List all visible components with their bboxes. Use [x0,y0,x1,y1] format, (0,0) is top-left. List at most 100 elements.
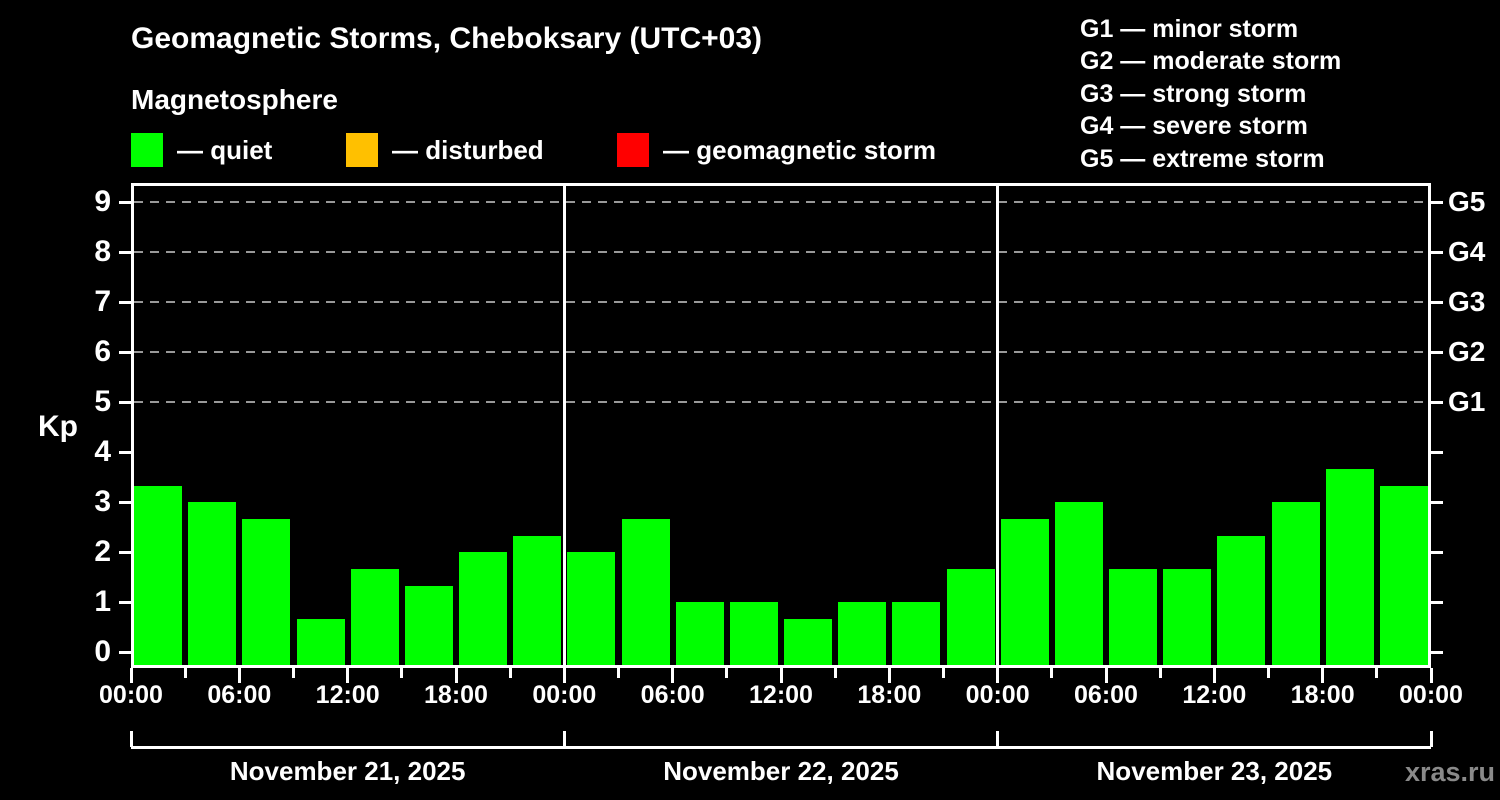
kp-bar [296,618,345,668]
y-tick-left [119,650,131,654]
kp-bar [1217,535,1266,668]
x-tick-6h [1429,668,1433,683]
y-tick-right [1431,600,1443,604]
subtitle-magnetosphere: Magnetosphere [131,84,338,115]
kp-color-legend: — quiet — disturbed — geomagnetic storm [0,0,1500,180]
storm-scale-line: G1 — minor storm [1080,15,1299,43]
legend-swatch-storm [617,133,649,167]
storm-scale-legend: G1 — minor storm G2 — moderate storm G3 — … [1080,13,1341,175]
kp-bar [1325,468,1374,668]
y-tick-right [1431,450,1443,454]
kp-bar [350,568,399,668]
kp-bar [1054,502,1103,668]
grid-line-g2 [134,351,1428,353]
time-label: 06:00 [1074,681,1138,709]
legend-label-storm: — geomagnetic storm [663,134,937,165]
kp-bar [784,618,833,668]
kp-bar [892,602,941,668]
y-tick-right [1431,300,1443,304]
x-tick-3h [942,668,945,678]
storm-scale-line: G5 — extreme storm [1080,144,1325,173]
x-tick-6h [129,668,133,683]
y-tick-label: 4 [94,435,111,468]
day-bracket-tick [129,731,133,747]
x-tick-6h [1104,668,1108,683]
kp-axis-label: Kp [38,410,78,443]
y-tick-left [119,400,131,404]
x-tick-6h [779,668,783,683]
y-tick-right [1431,350,1443,354]
legend-swatch-disturbed [346,133,378,167]
y-tick-left [119,500,131,504]
x-tick-6h [1321,668,1325,683]
time-label: 00:00 [532,681,597,709]
legend-item-disturbed: — disturbed [346,133,544,167]
y-tick-label: 8 [94,235,111,268]
kp-bar [513,535,562,668]
y-tick-left [119,600,131,604]
kp-bar [134,485,183,668]
grid-line-g4 [134,251,1428,253]
kp-bar [675,602,724,668]
time-label: 06:00 [640,681,705,709]
time-label: 12:00 [1182,681,1247,709]
y-tick-label: 9 [94,185,111,218]
x-tick-6h [237,668,241,683]
y-tick-left [119,350,131,354]
x-tick-3h [1267,668,1270,678]
y-tick-left [119,450,131,454]
day-separator [996,183,1000,668]
y-tick-right [1431,500,1443,504]
y-tick-label: 7 [94,285,111,318]
time-label: 12:00 [315,681,380,709]
right-axis-label-g2: G2 [1448,336,1486,367]
kp-bar [567,552,616,668]
x-tick-6h [346,668,350,683]
day-bracket-tick [1429,731,1433,747]
x-tick-3h [725,668,729,678]
y-tick-right [1431,250,1443,254]
date-label: November 21, 2025 [229,756,466,786]
x-tick-6h [1212,668,1216,683]
x-tick-6h [562,668,566,683]
x-tick-3h [292,668,295,678]
y-tick-label: 3 [94,485,111,518]
right-axis-label-g5: G5 [1448,186,1486,217]
x-tick-3h [1158,668,1162,678]
legend-label-quiet: — quiet [177,134,273,165]
legend-item-quiet: — quiet [131,133,272,167]
y-tick-left [119,200,131,204]
right-axis-label-g4: G4 [1448,236,1486,267]
day-bracket-tick [562,731,566,747]
y-tick-label: 0 [94,635,111,668]
kp-bar [946,568,995,668]
y-tick-right [1431,550,1443,554]
grid-line-g3 [134,301,1428,303]
y-tick-left [119,300,131,304]
xras-watermark: xras.ru [1404,757,1495,787]
kp-bar [729,602,778,668]
x-tick-3h [1375,668,1379,678]
legend-item-storm: — geomagnetic storm [617,133,936,167]
date-label: November 23, 2025 [1096,756,1333,786]
x-tick-3h [400,668,404,678]
x-tick-6h [996,668,1000,683]
day-separator [562,183,566,668]
y-tick-left [119,550,131,554]
y-tick-label: 1 [94,585,111,618]
chart-frame [131,183,1431,668]
kp-bar [838,602,887,668]
y-tick-left [119,250,131,254]
time-label: 00:00 [1399,681,1463,709]
legend-swatch-quiet [131,133,163,167]
kp-bar [1379,485,1428,668]
y-tick-label: 2 [94,535,111,568]
x-tick-3h [1050,668,1054,678]
kp-bar [404,585,453,668]
time-label: 12:00 [749,681,813,709]
time-label: 18:00 [857,681,922,709]
time-label: 18:00 [1290,681,1355,709]
y-tick-right [1431,400,1443,404]
right-axis-label-g3: G3 [1448,286,1486,317]
